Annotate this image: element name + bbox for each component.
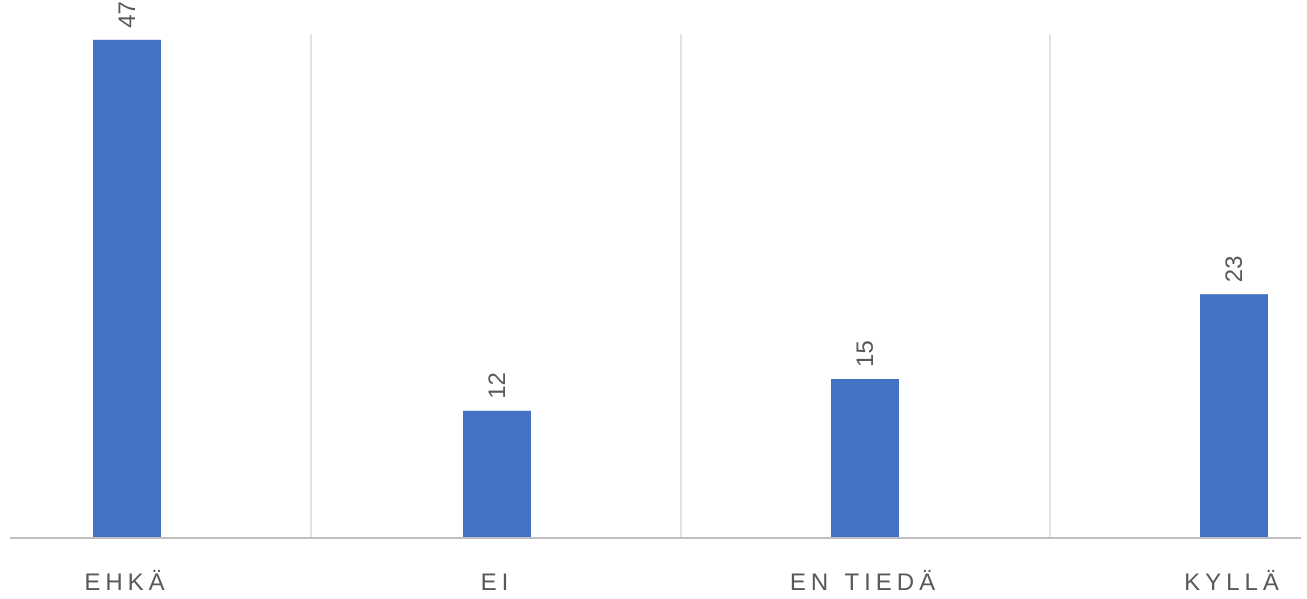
bar: [463, 410, 531, 538]
bar: [1200, 294, 1268, 538]
bars: [93, 39, 1268, 539]
bar: [831, 379, 899, 538]
x-axis-tick-label: EI: [481, 569, 514, 594]
x-axis-tick-label: EN TIEDÄ: [790, 569, 940, 594]
data-label: 23: [1221, 255, 1248, 282]
data-label: 15: [852, 340, 879, 367]
bar: [93, 39, 161, 539]
x-axis-tick-labels: EHKÄ EI EN TIEDÄ KYLLÄ: [84, 569, 1284, 596]
data-label: 47: [114, 1, 141, 28]
x-axis-tick-label: KYLLÄ: [1184, 569, 1284, 594]
data-label: 12: [484, 372, 511, 399]
data-labels: 47 12 15 23: [114, 1, 1248, 399]
x-axis-tick-label: EHKÄ: [84, 569, 169, 594]
gridlines: [310, 34, 1051, 538]
